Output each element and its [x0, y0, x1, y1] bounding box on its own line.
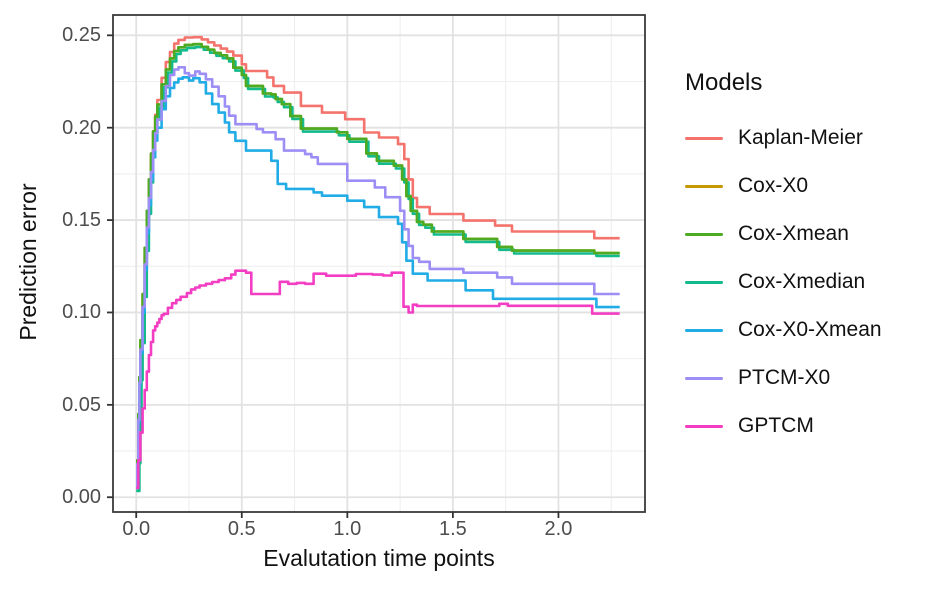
y-axis-title: Prediction error: [15, 183, 41, 341]
y-tick-label: 0.25: [62, 24, 101, 47]
x-tick-label: 0.5: [227, 518, 256, 540]
y-tick-label: 0.10: [62, 301, 101, 324]
legend-item-ptcm-x0: PTCM-X0: [685, 354, 882, 402]
legend-label: Cox-X0: [738, 174, 809, 197]
series-line-ptcm-x0: [136, 66, 620, 490]
legend-item-cox-x0-xmean: Cox-X0-Xmean: [685, 306, 882, 354]
legend-label: Cox-X0-Xmean: [738, 318, 882, 341]
legend-swatch-icon: [685, 280, 723, 284]
legend-swatch-icon: [685, 376, 723, 380]
x-tick-label: 0.0: [122, 518, 151, 540]
legend-item-cox-x0: Cox-X0: [685, 162, 882, 210]
y-tick-label: 0.00: [62, 486, 101, 509]
legend-label: GPTCM: [738, 414, 814, 437]
legend: Models Kaplan-Meier Cox-X0 Cox-Xmean Cox-Xm…: [685, 68, 882, 450]
legend-item-cox-xmedian: Cox-Xmedian: [685, 258, 882, 306]
legend-label: Kaplan-Meier: [738, 126, 863, 149]
x-tick-label: 2.0: [544, 518, 573, 540]
plot-panel: [113, 15, 645, 512]
y-tick-label: 0.15: [62, 209, 101, 232]
legend-swatch-icon: [685, 424, 723, 428]
legend-label: PTCM-X0: [738, 366, 831, 389]
legend-swatch-icon: [685, 136, 723, 140]
series-line-cox-x0-xmean: [136, 76, 620, 490]
series-line-cox-xmean: [136, 42, 620, 490]
x-tick-label: 1.5: [438, 518, 467, 540]
x-axis-title: Evalutation time points: [263, 545, 495, 571]
x-tick-label: 1.0: [333, 518, 362, 540]
legend-items: Kaplan-Meier Cox-X0 Cox-Xmean Cox-Xmedian Co…: [685, 114, 882, 450]
legend-item-cox-xmean: Cox-Xmean: [685, 210, 882, 258]
legend-title: Models: [685, 69, 763, 96]
legend-item-gptcm: GPTCM: [685, 402, 882, 450]
series-line-gptcm: [136, 269, 620, 490]
panel-border: [112, 14, 646, 513]
y-tick-label: 0.20: [62, 116, 101, 139]
y-tick-label: 0.05: [62, 393, 101, 416]
legend-swatch-icon: [685, 232, 723, 236]
legend-item-kaplan-meier: Kaplan-Meier: [685, 114, 882, 162]
legend-swatch-icon: [685, 328, 723, 332]
legend-swatch-icon: [685, 184, 723, 188]
legend-label: Cox-Xmedian: [738, 270, 866, 293]
legend-label: Cox-Xmean: [738, 222, 849, 245]
